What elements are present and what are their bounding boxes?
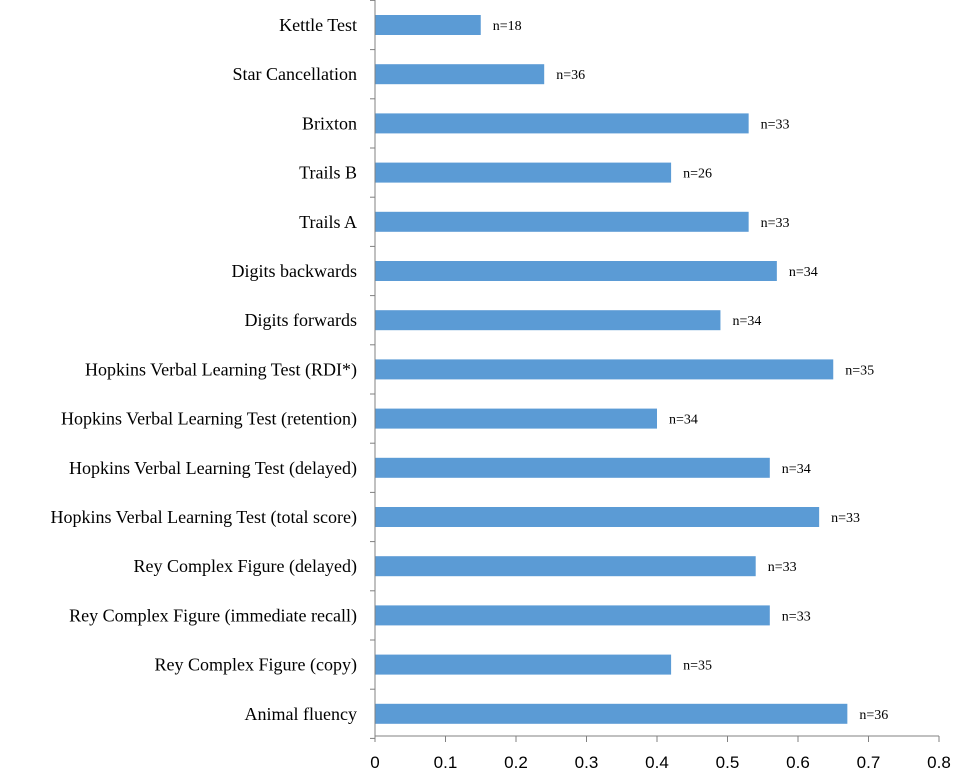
category-label: Kettle Test xyxy=(279,15,357,35)
bar-data-label: n=34 xyxy=(782,462,811,477)
bar-data-label: n=33 xyxy=(831,511,860,526)
x-ticks-group: 0 0.1 0.2 0.3 0.4 0.5 0.6 0.7 0.8 xyxy=(370,736,951,772)
category-label: Digits forwards xyxy=(245,310,357,330)
bar xyxy=(375,211,749,232)
bar-data-label: n=18 xyxy=(493,19,522,34)
bar xyxy=(375,703,848,724)
bar-data-label: n=36 xyxy=(556,68,585,83)
category-label: Rey Complex Figure (copy) xyxy=(155,655,357,676)
bar xyxy=(375,654,672,675)
bar-data-label: n=33 xyxy=(768,560,797,575)
category-label: Hopkins Verbal Learning Test (total scor… xyxy=(51,507,358,528)
category-label: Hopkins Verbal Learning Test (RDI*) xyxy=(85,359,357,380)
category-label: Digits backwards xyxy=(232,261,357,281)
bar-data-label: n=33 xyxy=(782,609,811,624)
bar-data-label: n=35 xyxy=(683,659,712,674)
bar xyxy=(375,15,481,35)
bar xyxy=(375,113,749,134)
bar xyxy=(375,261,777,281)
x-tick-label: 0.2 xyxy=(504,753,528,772)
category-label: Star Cancellation xyxy=(233,64,357,84)
x-tick-label: 0.8 xyxy=(927,753,951,772)
bar xyxy=(375,605,770,626)
bar xyxy=(375,556,756,577)
x-tick-label: 0.1 xyxy=(434,753,458,772)
bars-group xyxy=(375,15,848,724)
x-tick-label: 0.5 xyxy=(716,753,740,772)
bar xyxy=(375,507,820,527)
x-tick-label: 0.3 xyxy=(575,753,599,772)
bar-data-label: n=34 xyxy=(789,265,818,280)
x-tick-label: 0.4 xyxy=(645,753,669,772)
bar-data-label: n=26 xyxy=(683,167,712,182)
bar-data-label: n=36 xyxy=(859,708,888,723)
category-label: Animal fluency xyxy=(245,704,357,724)
bar xyxy=(375,162,672,183)
category-label: Hopkins Verbal Learning Test (delayed) xyxy=(69,458,357,479)
bar-data-label: n=34 xyxy=(732,314,761,329)
category-label: Trails A xyxy=(299,212,357,232)
bar xyxy=(375,359,834,380)
bar-data-label: n=34 xyxy=(669,413,698,428)
category-label: Rey Complex Figure (delayed) xyxy=(134,556,357,577)
bar-data-label: n=33 xyxy=(761,216,790,231)
category-labels-group: Kettle Test Star Cancellation Brixton Trail… xyxy=(51,15,358,724)
data-labels-group: n=18 n=36 n=33 n=26 n=33 n=34 n=34 n=35 n=34 n=34… xyxy=(493,19,889,723)
bar xyxy=(375,457,770,478)
category-label: Rey Complex Figure (immediate recall) xyxy=(69,605,357,626)
bar-data-label: n=35 xyxy=(845,363,874,378)
bar xyxy=(375,310,721,331)
category-label: Hopkins Verbal Learning Test (retention) xyxy=(61,409,357,430)
bar-data-label: n=33 xyxy=(761,117,790,132)
x-tick-label: 0.7 xyxy=(857,753,881,772)
x-tick-label: 0 xyxy=(370,753,379,772)
bar xyxy=(375,408,657,429)
category-label: Brixton xyxy=(302,113,357,133)
x-tick-label: 0.6 xyxy=(786,753,810,772)
bar xyxy=(375,64,545,85)
category-label: Trails B xyxy=(299,163,357,183)
